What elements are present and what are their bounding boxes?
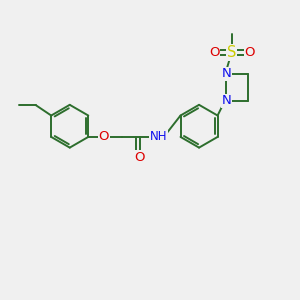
Text: O: O — [98, 130, 109, 143]
Text: O: O — [135, 151, 145, 164]
Text: N: N — [222, 94, 231, 107]
Text: O: O — [209, 46, 219, 59]
Text: NH: NH — [150, 130, 167, 143]
Text: S: S — [227, 45, 236, 60]
Text: N: N — [222, 68, 231, 80]
Text: O: O — [244, 46, 255, 59]
